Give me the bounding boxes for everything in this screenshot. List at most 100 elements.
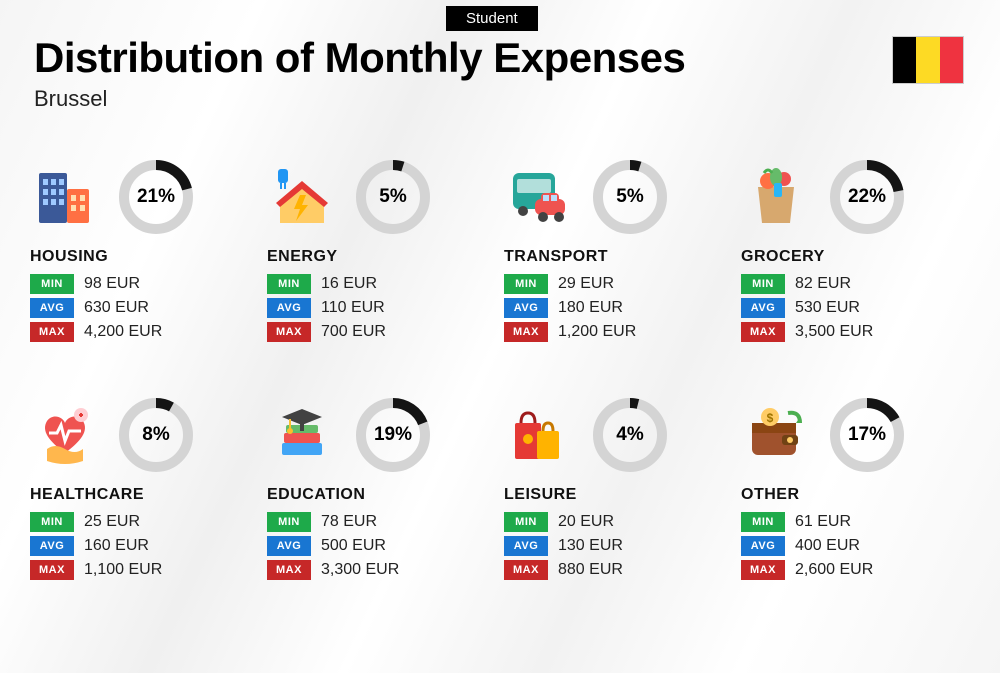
stats: MIN 82 EUR AVG 530 EUR MAX 3,500 EUR: [741, 274, 970, 342]
category-label: HEALTHCARE: [30, 486, 259, 504]
pct-donut: 5%: [592, 159, 668, 235]
expense-card: 5% TRANSPORT MIN 29 EUR AVG 180 EUR MAX …: [504, 158, 733, 346]
expense-grid: 21% HOUSING MIN 98 EUR AVG 630 EUR MAX 4…: [30, 158, 970, 584]
max-value: 700 EUR: [321, 323, 386, 341]
stats: MIN 20 EUR AVG 130 EUR MAX 880 EUR: [504, 512, 733, 580]
pct-label: 19%: [355, 397, 431, 473]
min-value: 29 EUR: [558, 275, 614, 293]
bus-car-icon: [504, 162, 574, 232]
min-tag: MIN: [30, 274, 74, 294]
expense-card: 22% GROCERY MIN 82 EUR AVG 530 EUR MAX 3…: [741, 158, 970, 346]
avg-tag: AVG: [504, 298, 548, 318]
avg-value: 160 EUR: [84, 537, 149, 555]
min-value: 25 EUR: [84, 513, 140, 531]
subtitle-badge: Student: [446, 6, 538, 31]
expense-card: $ 17% OTHER MIN 61 EUR AVG 400 EUR: [741, 396, 970, 584]
flag-stripe-2: [916, 37, 939, 83]
max-tag: MAX: [267, 322, 311, 342]
category-label: HOUSING: [30, 248, 259, 266]
city-label: Brussel: [34, 86, 685, 112]
category-label: EDUCATION: [267, 486, 496, 504]
stats: MIN 61 EUR AVG 400 EUR MAX 2,600 EUR: [741, 512, 970, 580]
max-tag: MAX: [30, 560, 74, 580]
avg-tag: AVG: [30, 536, 74, 556]
books-cap-icon: [267, 400, 337, 470]
min-tag: MIN: [741, 274, 785, 294]
avg-value: 500 EUR: [321, 537, 386, 555]
min-tag: MIN: [741, 512, 785, 532]
expense-card: 5% ENERGY MIN 16 EUR AVG 110 EUR MAX 700…: [267, 158, 496, 346]
stats: MIN 25 EUR AVG 160 EUR MAX 1,100 EUR: [30, 512, 259, 580]
expense-card: 8% HEALTHCARE MIN 25 EUR AVG 160 EUR MAX…: [30, 396, 259, 584]
max-value: 1,200 EUR: [558, 323, 636, 341]
max-tag: MAX: [741, 560, 785, 580]
max-tag: MAX: [267, 560, 311, 580]
max-value: 2,600 EUR: [795, 561, 873, 579]
pct-label: 8%: [118, 397, 194, 473]
pct-label: 5%: [592, 159, 668, 235]
min-value: 16 EUR: [321, 275, 377, 293]
pct-label: 4%: [592, 397, 668, 473]
avg-value: 110 EUR: [321, 299, 385, 317]
avg-tag: AVG: [504, 536, 548, 556]
expense-card: 4% LEISURE MIN 20 EUR AVG 130 EUR MAX 88…: [504, 396, 733, 584]
min-tag: MIN: [267, 274, 311, 294]
pct-donut: 21%: [118, 159, 194, 235]
avg-value: 130 EUR: [558, 537, 623, 555]
flag-stripe-3: [940, 37, 963, 83]
header: Distribution of Monthly Expenses Brussel: [34, 34, 685, 112]
category-label: OTHER: [741, 486, 970, 504]
svg-text:$: $: [767, 411, 774, 425]
pct-donut: 22%: [829, 159, 905, 235]
pct-donut: 17%: [829, 397, 905, 473]
avg-tag: AVG: [267, 298, 311, 318]
avg-tag: AVG: [741, 536, 785, 556]
page-title: Distribution of Monthly Expenses: [34, 34, 685, 82]
expense-card: 19% EDUCATION MIN 78 EUR AVG 500 EUR MAX…: [267, 396, 496, 584]
avg-value: 630 EUR: [84, 299, 149, 317]
min-tag: MIN: [267, 512, 311, 532]
max-value: 1,100 EUR: [84, 561, 162, 579]
pct-label: 21%: [118, 159, 194, 235]
category-label: LEISURE: [504, 486, 733, 504]
min-tag: MIN: [30, 512, 74, 532]
category-label: GROCERY: [741, 248, 970, 266]
max-tag: MAX: [504, 560, 548, 580]
min-value: 20 EUR: [558, 513, 614, 531]
max-value: 3,500 EUR: [795, 323, 873, 341]
min-value: 78 EUR: [321, 513, 377, 531]
pct-label: 5%: [355, 159, 431, 235]
wallet-icon: $: [741, 400, 811, 470]
min-value: 61 EUR: [795, 513, 851, 531]
heart-care-icon: [30, 400, 100, 470]
pct-donut: 4%: [592, 397, 668, 473]
stats: MIN 78 EUR AVG 500 EUR MAX 3,300 EUR: [267, 512, 496, 580]
pct-donut: 5%: [355, 159, 431, 235]
avg-tag: AVG: [30, 298, 74, 318]
min-tag: MIN: [504, 512, 548, 532]
category-label: ENERGY: [267, 248, 496, 266]
avg-value: 400 EUR: [795, 537, 860, 555]
avg-tag: AVG: [267, 536, 311, 556]
min-tag: MIN: [504, 274, 548, 294]
max-value: 880 EUR: [558, 561, 623, 579]
pct-donut: 19%: [355, 397, 431, 473]
stats: MIN 98 EUR AVG 630 EUR MAX 4,200 EUR: [30, 274, 259, 342]
pct-label: 17%: [829, 397, 905, 473]
max-tag: MAX: [741, 322, 785, 342]
flag-stripe-1: [893, 37, 916, 83]
max-value: 4,200 EUR: [84, 323, 162, 341]
max-tag: MAX: [30, 322, 74, 342]
country-flag: [892, 36, 964, 84]
stats: MIN 16 EUR AVG 110 EUR MAX 700 EUR: [267, 274, 496, 342]
expense-card: 21% HOUSING MIN 98 EUR AVG 630 EUR MAX 4…: [30, 158, 259, 346]
energy-house-icon: [267, 162, 337, 232]
min-value: 82 EUR: [795, 275, 851, 293]
min-value: 98 EUR: [84, 275, 140, 293]
pct-donut: 8%: [118, 397, 194, 473]
category-label: TRANSPORT: [504, 248, 733, 266]
buildings-icon: [30, 162, 100, 232]
grocery-bag-icon: [741, 162, 811, 232]
stats: MIN 29 EUR AVG 180 EUR MAX 1,200 EUR: [504, 274, 733, 342]
max-value: 3,300 EUR: [321, 561, 399, 579]
